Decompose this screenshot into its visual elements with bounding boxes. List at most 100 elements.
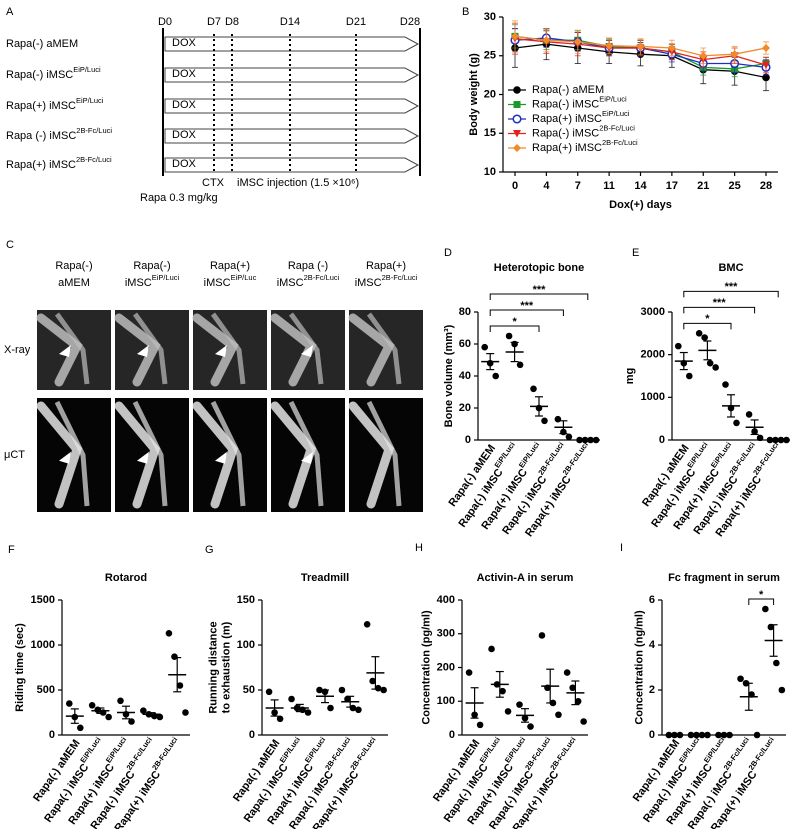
group-label-main: Rapa(+) iMSC: [6, 100, 76, 112]
y-tick-label: 30: [484, 11, 496, 23]
bone: [288, 312, 324, 385]
day-label: D21: [346, 16, 366, 28]
x-tick-label: 14: [634, 180, 647, 192]
y-axis-label: Bone volume (mm³): [443, 324, 455, 427]
bone: [114, 313, 161, 387]
data-point: [541, 417, 548, 425]
y-tick-label: 80: [459, 306, 471, 318]
x-tick-label-sup: EiP/Luci: [303, 736, 327, 765]
bone: [366, 400, 402, 507]
group-label-sup: EiP/Luci: [73, 65, 101, 74]
y-tick-label: 0: [449, 729, 455, 741]
data-point: [176, 682, 184, 689]
arrowhead: [301, 345, 313, 357]
rapa-label: Rapa 0.3 mg/kg: [140, 192, 218, 204]
y-axis-label: Concentration (ng/ml): [633, 610, 645, 725]
data-point: [476, 721, 484, 729]
bone: [114, 401, 161, 509]
marker: [513, 144, 521, 152]
data-point: [733, 419, 740, 427]
bone: [54, 312, 90, 385]
y-tick-label: 4: [649, 639, 656, 651]
legend-label: Rapa(+) iMSCEiP/Luci: [532, 109, 630, 124]
dox-arrow: [164, 67, 420, 83]
y-tick-label: 0: [249, 729, 255, 741]
legend-label: Rapa(-) iMSC2B-Fc/Luci: [532, 124, 635, 139]
column-head: Rapa(+): [210, 260, 250, 272]
data-point: [349, 704, 357, 712]
data-point: [686, 372, 693, 380]
data-point: [171, 653, 178, 660]
marker: [511, 32, 519, 41]
data-point: [722, 381, 729, 388]
data-point: [555, 711, 562, 719]
y-tick-label: 40: [459, 370, 471, 382]
x-tick-label: 7: [575, 180, 581, 192]
marker: [667, 44, 676, 52]
data-point: [516, 361, 524, 369]
data-point: [554, 415, 562, 423]
x-tick-label: 11: [603, 180, 615, 192]
data-point: [327, 704, 334, 712]
data-point: [675, 342, 682, 350]
dox-label: DOX: [172, 129, 197, 141]
bone: [192, 313, 239, 387]
data-point: [304, 709, 312, 716]
x-tick-label: 21: [697, 180, 709, 192]
x-tick-label: 0: [512, 180, 518, 192]
column-head: iMSCEiP/Luc: [204, 273, 257, 288]
significance-bracket: [489, 309, 564, 316]
day-label: D28: [400, 16, 420, 28]
data-point: [105, 713, 112, 721]
bone: [288, 400, 324, 507]
data-point: [492, 372, 500, 380]
x-tick-label-sup: EiP/Luci: [702, 736, 726, 765]
x-tick-label-sup: 2B-Fc/Luci: [349, 736, 378, 772]
legend-label: Rapa(-) aMEM: [532, 84, 604, 96]
day-label: D7: [207, 16, 221, 28]
column-head-sup: EiP/Luc: [231, 273, 257, 282]
data-point: [288, 695, 295, 703]
significance-bracket: [489, 293, 589, 300]
data-point: [140, 707, 147, 714]
y-tick-label: 0: [49, 729, 55, 741]
marker: [513, 86, 521, 94]
x-tick-label-sup: 2B-Fc/Luci: [549, 736, 578, 772]
y-tick-label: 6: [649, 594, 655, 606]
y-tick-label: 2: [649, 684, 655, 696]
data-point: [527, 723, 534, 730]
arrowhead: [59, 451, 71, 464]
group-label: Rapa(+) iMSCEiP/Luci: [6, 96, 104, 111]
data-point: [369, 677, 376, 685]
marker: [512, 114, 522, 124]
data-point: [265, 688, 273, 696]
y-tick-label: 1000: [31, 639, 55, 651]
panel-letter: B: [462, 6, 469, 18]
marker: [513, 130, 521, 138]
column-head: iMSCEiP/Luci: [125, 273, 180, 288]
significance-label: ***: [713, 297, 727, 309]
significance-bracket: [748, 598, 775, 605]
legend-label-main: Rapa(-) iMSC: [532, 127, 599, 139]
x-tick-label-sup: EiP/Luci: [493, 441, 517, 470]
panel-letter: H: [415, 542, 423, 554]
bone: [132, 400, 168, 507]
arrowhead: [137, 451, 149, 464]
y-tick-label: 1000: [641, 391, 665, 403]
x-tick-label-sup: 2B-Fc/Luci: [150, 736, 179, 772]
legend-label: Rapa(+) iMSC2B-Fc/Luci: [532, 138, 638, 153]
x-tick-label-sup: 2B-Fc/Luci: [747, 736, 776, 772]
data-point: [66, 700, 73, 707]
marker: [542, 36, 551, 45]
data-point: [565, 433, 573, 441]
column-head-main: iMSC: [277, 277, 304, 289]
marker: [605, 41, 614, 50]
significance-bracket: [489, 325, 540, 332]
x-tick-label-sup: EiP/Luci: [478, 736, 502, 765]
y-axis-label: to exhaustion (m): [220, 621, 232, 713]
x-tick-label-sup: EiP/Luci: [104, 736, 128, 765]
bone: [54, 400, 90, 507]
group-label-main: Rapa(-) aMEM: [6, 38, 78, 50]
column-head-main: iMSC: [204, 277, 231, 289]
